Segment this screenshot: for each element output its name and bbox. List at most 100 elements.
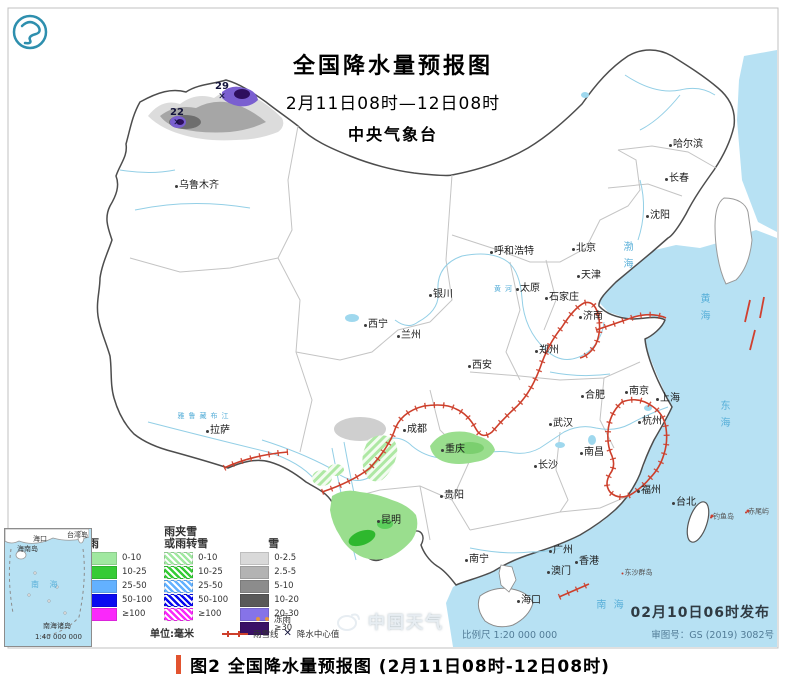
precipitation-areas bbox=[148, 86, 495, 560]
city-dot bbox=[175, 184, 178, 188]
city-dot bbox=[468, 364, 471, 368]
city-label-呼和浩特: 呼和浩特 bbox=[490, 247, 534, 257]
scale-line: 比例尺 1:20 000 000 审图号：GS (2019) 3082号 bbox=[462, 627, 774, 641]
city-label-杭州: 杭州 bbox=[638, 417, 662, 427]
legend-swatch bbox=[88, 579, 117, 593]
legend-item-snow-2.5-5: 2.5-5 bbox=[240, 565, 299, 579]
sea-label-黄海: 黄海 bbox=[698, 293, 709, 327]
legend-item-sleet-≥100: ≥100 bbox=[164, 607, 228, 621]
legend-item-sleet-50-100: 50-100 bbox=[164, 593, 228, 607]
legend-sleet-title-1: 雨夹雪 bbox=[164, 524, 198, 538]
legend-item-label: ≥30 bbox=[274, 623, 293, 633]
city-dot bbox=[403, 428, 406, 432]
islands bbox=[477, 197, 753, 628]
river-label-黄河: 黄河 bbox=[494, 285, 516, 293]
freezing-rain-dot bbox=[265, 616, 269, 621]
city-label-天津: 天津 bbox=[577, 271, 601, 281]
title-block: 全国降水量预报图 2月11日08时—12日08时 中央气象台 bbox=[243, 48, 543, 145]
legend-item-label: 25-50 bbox=[198, 581, 223, 591]
legend-item-rain-≥100: ≥100 bbox=[88, 607, 152, 621]
city-dot bbox=[364, 323, 367, 327]
legend-sleet-title-2: 或雨转雪 bbox=[164, 537, 209, 551]
city-label-哈尔滨: 哈尔滨 bbox=[669, 140, 703, 150]
precip-center-value-22: 22 ✕ bbox=[170, 107, 184, 128]
map-title: 全国降水量预报图 bbox=[292, 54, 493, 79]
city-dot bbox=[490, 250, 493, 254]
precip-center-symbol: ✕ bbox=[283, 628, 292, 639]
legend-item-label: 10-25 bbox=[198, 567, 223, 577]
legend-item-label: 0-10 bbox=[198, 553, 218, 563]
legend-swatch bbox=[240, 579, 270, 593]
city-dot bbox=[665, 177, 668, 181]
city-dot bbox=[621, 572, 624, 574]
legend-item-label: 0-10 bbox=[122, 553, 142, 563]
sea-label-南海: 南 海 bbox=[596, 600, 626, 611]
legend-snow-column: 雪 0-2.5 2.5-5 5-10 10-20 20-30 ≥30 bbox=[240, 521, 299, 635]
city-label-郑州: 郑州 bbox=[535, 346, 559, 356]
city-label-南昌: 南昌 bbox=[580, 448, 604, 458]
city-label-长沙: 长沙 bbox=[534, 461, 558, 471]
legend-item-sleet-25-50: 25-50 bbox=[164, 579, 228, 593]
caption-text: 图2 全国降水量预报图 (2月11日08时-12日08时) bbox=[190, 657, 610, 677]
city-label-台北: 台北 bbox=[672, 498, 696, 508]
city-label-乌鲁木齐: 乌鲁木齐 bbox=[175, 181, 219, 191]
city-label-拉萨: 拉萨 bbox=[206, 426, 230, 436]
legend-item-label: ≥100 bbox=[122, 609, 146, 619]
city-dot bbox=[549, 422, 552, 426]
city-dot bbox=[440, 494, 443, 498]
legend-item-rain-10-25: 10-25 bbox=[88, 565, 152, 579]
map-agency: 中央气象台 bbox=[347, 125, 438, 144]
city-label-合肥: 合肥 bbox=[581, 391, 605, 401]
legend-swatch bbox=[240, 551, 270, 565]
legend-swatch bbox=[164, 579, 194, 593]
city-dot bbox=[656, 397, 659, 401]
city-label-石家庄: 石家庄 bbox=[545, 293, 579, 303]
legend-rain-title: 雨 bbox=[88, 537, 99, 551]
city-dot bbox=[625, 390, 628, 394]
watermark: 中国天气 bbox=[336, 607, 444, 633]
legend-item-label: 5-10 bbox=[274, 581, 294, 591]
china-outline bbox=[96, 49, 736, 586]
city-label-成都: 成都 bbox=[403, 425, 427, 435]
city-label-西宁: 西宁 bbox=[364, 320, 388, 330]
legend-item-label: 25-50 bbox=[122, 581, 147, 591]
legend-item-snow-5-10: 5-10 bbox=[240, 579, 299, 593]
city-label-银川: 银川 bbox=[429, 290, 453, 300]
legend-item-rain-0-10: 0-10 bbox=[88, 551, 152, 565]
legend-swatch bbox=[240, 565, 270, 579]
city-dot bbox=[669, 143, 672, 147]
weibo-icon bbox=[337, 613, 360, 631]
legend-item-label: 20-30 bbox=[274, 609, 299, 619]
city-label-重庆: 重庆 bbox=[441, 445, 465, 455]
legend-snow-title: 雪 bbox=[268, 537, 280, 551]
city-dot bbox=[637, 489, 640, 493]
map-frame bbox=[7, 7, 779, 649]
legend-item-label: 50-100 bbox=[198, 595, 229, 605]
city-dot bbox=[547, 570, 550, 574]
legend-item-sleet-10-25: 10-25 bbox=[164, 565, 228, 579]
legend-swatch bbox=[88, 565, 117, 579]
freezing-rain-dot bbox=[256, 616, 260, 621]
sea-label-东海: 东海 bbox=[718, 400, 729, 434]
china-weather-logo bbox=[10, 12, 50, 56]
legend: 雨 0-10 10-25 25-50 50-100 ≥100 雨夹雪 或雨转雪 0-10… bbox=[88, 521, 339, 640]
city-label-澳门: 澳门 bbox=[547, 567, 571, 577]
legend-swatch bbox=[240, 621, 270, 635]
city-label-赤尾屿: 赤尾屿 bbox=[745, 508, 769, 516]
legend-swatch bbox=[164, 607, 194, 621]
inset-label-海口: 海口 bbox=[33, 535, 47, 543]
city-dot bbox=[575, 560, 578, 564]
legend-unit: 单位:毫米 bbox=[150, 629, 194, 640]
city-dot bbox=[745, 511, 747, 513]
city-dot bbox=[577, 274, 580, 278]
legend-swatch bbox=[164, 565, 194, 579]
city-label-贵阳: 贵阳 bbox=[440, 491, 464, 501]
sea-label-渤海: 渤海 bbox=[621, 241, 632, 275]
city-label-广州: 广州 bbox=[549, 546, 573, 556]
city-label-太原: 太原 bbox=[516, 284, 540, 294]
city-label-西安: 西安 bbox=[468, 361, 492, 371]
city-label-香港: 香港 bbox=[575, 557, 599, 567]
inset-map-art bbox=[5, 529, 89, 638]
rain-snow-line-symbol bbox=[222, 630, 248, 637]
